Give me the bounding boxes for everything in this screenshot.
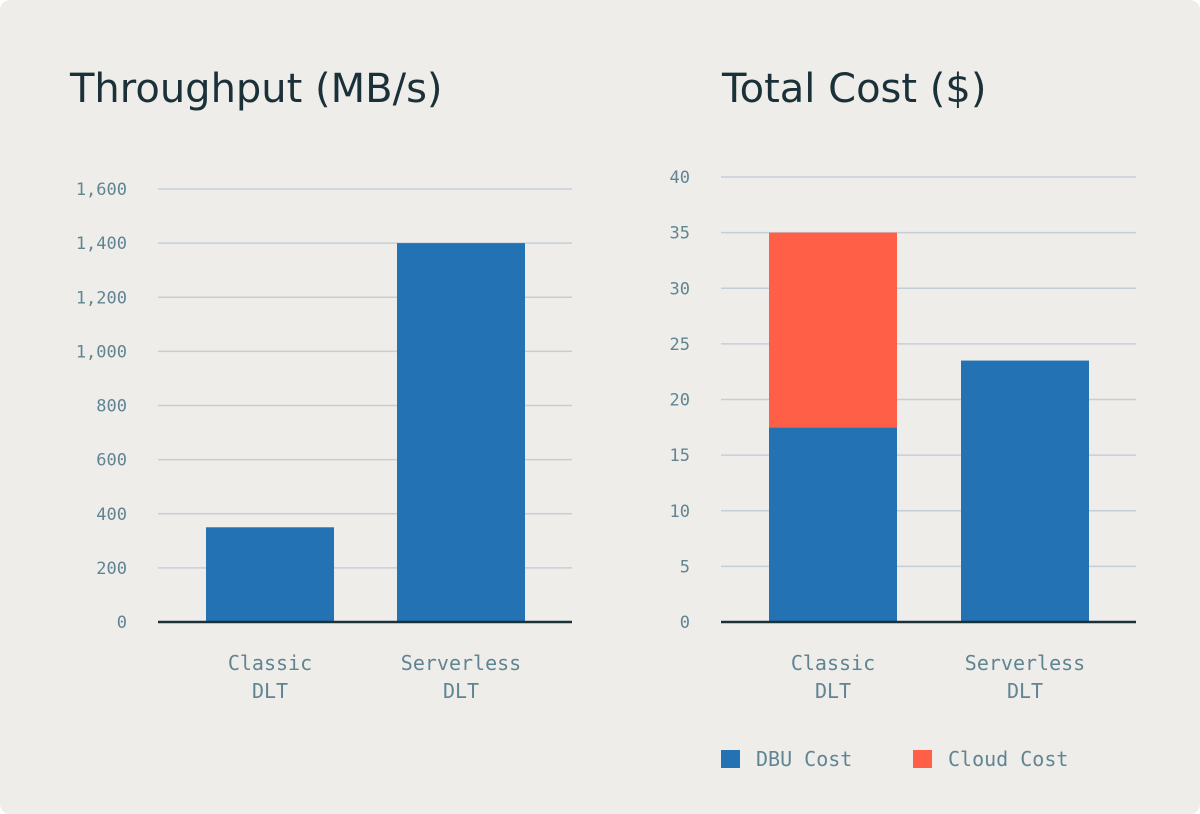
y-tick-label: 800 [96, 397, 127, 417]
bar [206, 527, 334, 622]
y-tick-label: 30 [670, 279, 690, 299]
bar-dbu-cost [961, 360, 1089, 622]
x-category-label: DLT [443, 679, 479, 703]
x-category-label: DLT [815, 679, 851, 703]
legend-swatch [913, 750, 932, 768]
x-category-label: Classic [228, 651, 312, 675]
y-tick-label: 20 [670, 391, 690, 411]
y-tick-label: 40 [670, 168, 690, 188]
y-tick-label: 15 [670, 446, 690, 466]
y-tick-label: 200 [96, 559, 127, 579]
y-tick-label: 400 [96, 505, 127, 525]
chart-title: Total Cost ($) [721, 66, 986, 112]
y-tick-label: 1,600 [76, 180, 127, 200]
chart-title: Throughput (MB/s) [69, 66, 443, 112]
bar-cloud-cost [769, 232, 897, 428]
x-category-label: DLT [1007, 679, 1043, 703]
legend-label: DBU Cost [756, 747, 852, 771]
y-tick-label: 1,000 [76, 342, 127, 362]
y-tick-label: 1,400 [76, 234, 127, 254]
x-category-label: Serverless [965, 651, 1085, 675]
x-category-label: Classic [791, 651, 875, 675]
y-tick-label: 600 [96, 451, 127, 471]
y-tick-label: 0 [680, 613, 690, 633]
y-tick-label: 25 [670, 335, 690, 355]
y-tick-label: 10 [670, 502, 690, 522]
y-tick-label: 35 [670, 224, 690, 244]
legend-label: Cloud Cost [948, 747, 1068, 771]
y-tick-label: 0 [117, 613, 127, 633]
bar [397, 243, 525, 622]
y-tick-label: 1,200 [76, 288, 127, 308]
legend-swatch [721, 750, 740, 768]
x-category-label: DLT [252, 679, 288, 703]
y-tick-label: 5 [680, 557, 690, 577]
bar-dbu-cost [769, 427, 897, 622]
x-category-label: Serverless [401, 651, 521, 675]
